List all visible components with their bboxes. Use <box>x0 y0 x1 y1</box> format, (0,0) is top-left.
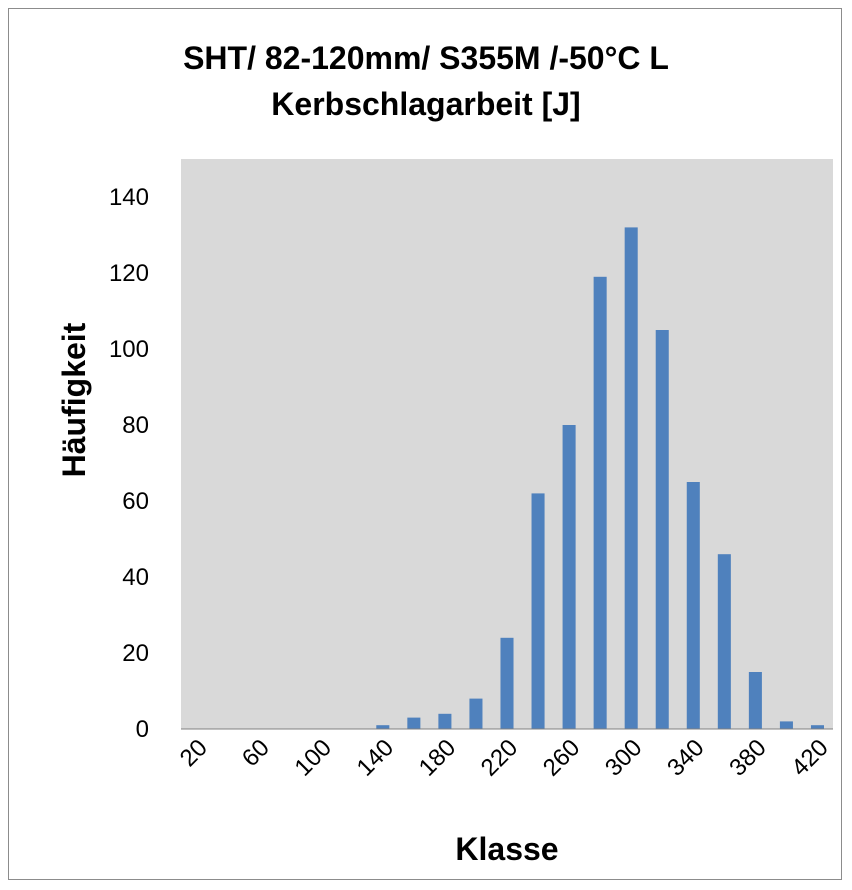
y-tick-label: 20 <box>122 640 149 667</box>
x-tick-label: 140 <box>352 734 399 781</box>
chart-title: SHT/ 82-120mm/ S355M /-50°C L <box>183 40 669 76</box>
x-tick-label: 180 <box>414 734 461 781</box>
bar-420 <box>810 725 824 729</box>
x-tick-label: 100 <box>290 734 337 781</box>
bar-180 <box>438 713 452 729</box>
x-tick-label: 260 <box>538 734 585 781</box>
bar-200 <box>469 698 483 729</box>
y-tick-labels: 0 20 40 60 80 100 120 140 <box>109 184 149 743</box>
x-tick-label: 20 <box>175 734 213 772</box>
bar-240 <box>531 493 545 729</box>
y-tick-label: 140 <box>109 184 149 211</box>
bar-series <box>376 227 824 729</box>
y-tick-label: 40 <box>122 564 149 591</box>
y-tick-label: 120 <box>109 260 149 287</box>
x-tick-label: 60 <box>237 734 275 772</box>
x-tick-labels: 20 60 100 140 180 220 260 300 340 380 420 <box>175 734 834 781</box>
bar-320 <box>655 330 669 729</box>
bar-300 <box>624 227 638 729</box>
x-tick-label: 380 <box>724 734 771 781</box>
x-tick-label: 340 <box>662 734 709 781</box>
bar-340 <box>686 482 700 729</box>
chart-subtitle: Kerbschlagarbeit [J] <box>271 86 581 122</box>
bar-380 <box>748 672 762 729</box>
y-tick-label: 100 <box>109 336 149 363</box>
bar-280 <box>593 276 607 729</box>
y-tick-label: 0 <box>136 716 149 743</box>
x-axis-title: Klasse <box>455 831 558 867</box>
bar-400 <box>779 721 793 729</box>
y-axis-title: Häufigkeit <box>56 322 92 477</box>
bar-140 <box>376 725 390 729</box>
bar-260 <box>562 425 576 729</box>
x-tick-label: 420 <box>786 734 833 781</box>
bar-160 <box>407 717 421 729</box>
x-tick-label: 300 <box>600 734 647 781</box>
bar-220 <box>500 637 514 729</box>
y-tick-label: 80 <box>122 412 149 439</box>
y-tick-label: 60 <box>122 488 149 515</box>
bar-360 <box>717 554 731 729</box>
x-tick-label: 220 <box>476 734 523 781</box>
